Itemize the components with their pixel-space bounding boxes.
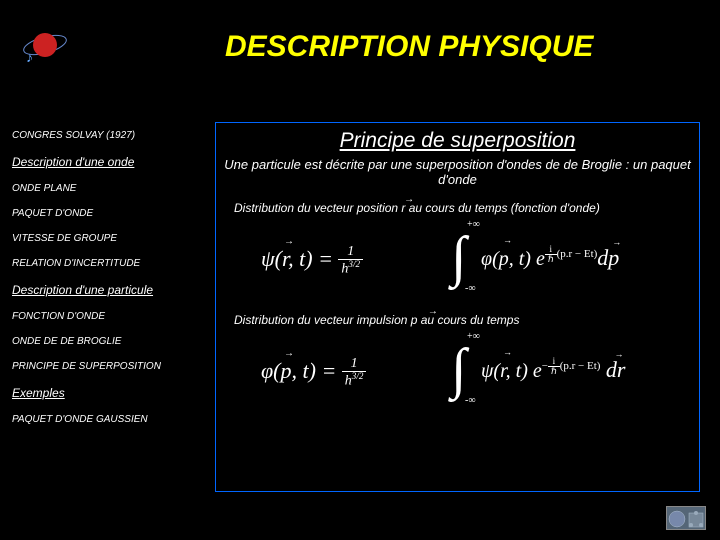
formula-2: → φ(p, t) = 1 h3/2 +∞ ∫ -∞ → ψ(r, t) e−i… (216, 329, 699, 411)
sidebar-item[interactable]: CONGRES SOLVAY (1927) (12, 130, 207, 141)
sidebar-heading[interactable]: Description d'une onde (12, 155, 207, 169)
distribution-1-text: Distribution du vecteur position r au co… (234, 201, 699, 215)
integrand-1: → φ(p, t) eiℏ(p.r − Et)dp → (481, 245, 619, 271)
sidebar-item[interactable]: ONDE DE DE BROGLIE (12, 336, 207, 347)
footer-icon[interactable] (666, 506, 706, 530)
content-heading: Principe de superposition (216, 129, 699, 153)
sidebar-item[interactable]: PAQUET D'ONDE GAUSSIEN (12, 414, 207, 425)
int-upper: +∞ (467, 219, 480, 230)
distribution-2-text: Distribution du vecteur impulsion p au c… (234, 313, 699, 327)
dist1-label: Distribution du vecteur position r au co… (234, 201, 600, 215)
int-lower: -∞ (465, 283, 475, 294)
frac-num: 1 (338, 245, 363, 260)
coeff-fraction: 1 h3/2 (338, 245, 363, 277)
sidebar-nav: CONGRES SOLVAY (1927) Description d'une … (12, 130, 207, 439)
sidebar-heading[interactable]: Description d'une particule (12, 283, 207, 297)
equals: = (316, 358, 342, 383)
integral-2: +∞ ∫ -∞ → ψ(r, t) e−iℏ(p.r − Et) dr → (451, 329, 691, 411)
sidebar-item[interactable]: RELATION D'INCERTITUDE (12, 258, 207, 269)
psi-symbol: ψ (261, 246, 275, 271)
frac-num: 1 (342, 357, 367, 372)
sidebar-heading[interactable]: Exemples (12, 386, 207, 400)
coeff-fraction: 1 h3/2 (342, 357, 367, 389)
sidebar-item[interactable]: VITESSE DE GROUPE (12, 233, 207, 244)
phi-args: (p, t) (273, 358, 316, 383)
frac-den: h3/2 (338, 260, 363, 277)
formula-2-lhs: → φ(p, t) = 1 h3/2 (261, 357, 366, 389)
integral-sign: ∫ (451, 337, 466, 401)
formula-1-lhs: → ψ(r, t) = 1 h3/2 (261, 245, 363, 277)
int-upper: +∞ (467, 331, 480, 342)
integrand-2: → ψ(r, t) e−iℏ(p.r − Et) dr → (481, 357, 625, 383)
phi-symbol: φ (261, 358, 273, 383)
int-lower: -∞ (465, 395, 475, 406)
integral-sign: ∫ (451, 225, 466, 289)
frac-den: h3/2 (342, 372, 367, 389)
page-title: DESCRIPTION PHYSIQUE (225, 30, 593, 64)
sidebar-item[interactable]: ONDE PLANE (12, 183, 207, 194)
content-subheading: Une particule est décrite par une superp… (216, 157, 699, 187)
equals: = (313, 246, 339, 271)
dist2-label: Distribution du vecteur impulsion p au c… (234, 313, 519, 327)
logo: ♪ (20, 20, 70, 70)
formula-1: → ψ(r, t) = 1 h3/2 +∞ ∫ -∞ → φ(p, t) eiℏ… (216, 217, 699, 299)
sidebar-item[interactable]: PRINCIPE DE SUPERPOSITION (12, 361, 207, 372)
psi-args: (r, t) (275, 246, 313, 271)
integral-1: +∞ ∫ -∞ → φ(p, t) eiℏ(p.r − Et)dp → (451, 217, 691, 299)
content-panel: Principe de superposition Une particule … (215, 122, 700, 492)
sidebar-item[interactable]: FONCTION D'ONDE (12, 311, 207, 322)
svg-text:♪: ♪ (26, 49, 33, 65)
sidebar-item[interactable]: PAQUET D'ONDE (12, 208, 207, 219)
